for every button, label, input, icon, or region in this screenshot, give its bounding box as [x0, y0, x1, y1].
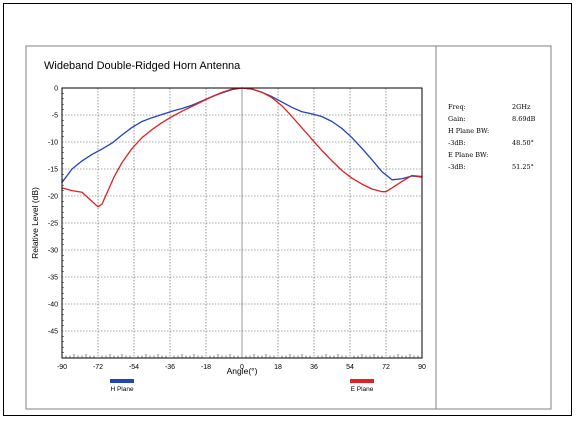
y-tick-label: -30	[48, 248, 58, 255]
legend: H Plane E Plane	[110, 379, 374, 393]
y-tick-label: -5	[52, 113, 58, 120]
x-tick-label: 18	[274, 364, 282, 371]
info-e-bw-label: E Plane BW:	[448, 151, 488, 159]
x-axis-label: Angle(°)	[227, 366, 258, 376]
x-tick-label: 54	[346, 364, 354, 371]
x-tick-label: -54	[129, 364, 139, 371]
x-tick-label: -72	[93, 364, 103, 371]
x-tick-label: -18	[201, 364, 211, 371]
info-panel	[435, 45, 552, 410]
x-tick-label: 90	[418, 364, 426, 371]
legend-swatch-h-plane	[110, 379, 134, 383]
chart-panel	[25, 45, 437, 410]
legend-label-h-plane: H Plane	[110, 386, 134, 393]
info-gain-label: Gain:	[448, 115, 466, 123]
info-h-bw-label: H Plane BW:	[448, 127, 489, 135]
chart-figure: Wideband Double-Ridged Horn Antenna -90-…	[25, 45, 552, 410]
y-tick-label: -40	[48, 302, 58, 309]
legend-label-e-plane: E Plane	[351, 386, 374, 393]
grid	[62, 88, 422, 358]
y-axis-label: Relative Level (dB)	[30, 187, 40, 259]
info-e-3db-label: -3dB:	[448, 163, 465, 171]
info-h-3db-label: -3dB:	[448, 139, 465, 147]
legend-swatch-e-plane	[350, 379, 374, 383]
info-h-3db-value: 48.50°	[512, 139, 534, 147]
x-tick-labels: -90 -72 -54 -36 -18 0 18 36 54 72 90	[57, 364, 426, 371]
info-block: Freq: 2GHz Gain: 8.69dB H Plane BW: -3dB…	[448, 103, 536, 171]
x-tick-label: -90	[57, 364, 67, 371]
y-tick-label: -35	[48, 275, 58, 282]
y-tick-labels: 0 -5 -10 -15 -20 -25 -30 -35 -40 -45	[48, 86, 58, 336]
x-tick-label: 0	[240, 364, 244, 371]
info-gain-value: 8.69dB	[512, 115, 536, 123]
y-tick-label: 0	[54, 86, 58, 93]
x-tick-label: 72	[382, 364, 390, 371]
info-freq-value: 2GHz	[512, 103, 531, 111]
y-tick-label: -25	[48, 221, 58, 228]
x-tick-label: -36	[165, 364, 175, 371]
info-e-3db-value: 51.25°	[512, 163, 534, 171]
y-tick-label: -20	[48, 194, 58, 201]
y-tick-label: -10	[48, 140, 58, 147]
y-tick-label: -15	[48, 167, 58, 174]
info-freq-label: Freq:	[448, 103, 466, 111]
plot-border	[61, 87, 423, 359]
series-line-e-plane	[61, 87, 423, 208]
chart-title: Wideband Double-Ridged Horn Antenna	[44, 60, 241, 72]
figure-frame: Wideband Double-Ridged Horn Antenna -90-…	[3, 3, 572, 416]
y-tick-label: -45	[48, 329, 58, 336]
x-tick-label: 36	[310, 364, 318, 371]
